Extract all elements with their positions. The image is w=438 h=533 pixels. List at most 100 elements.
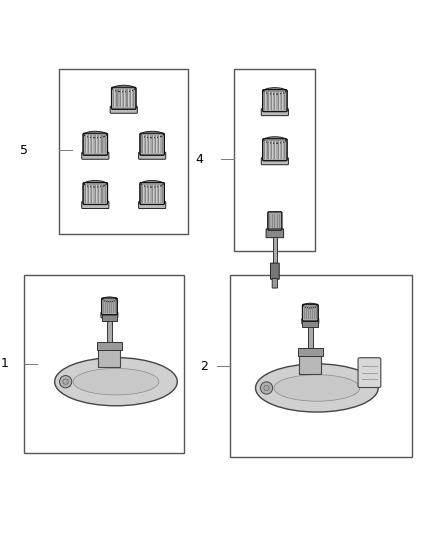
Bar xyxy=(86,185,87,203)
Bar xyxy=(92,185,93,203)
FancyBboxPatch shape xyxy=(302,318,319,324)
Bar xyxy=(24,275,184,453)
Bar xyxy=(107,320,112,342)
Bar xyxy=(95,185,96,203)
Bar xyxy=(314,306,315,319)
Bar xyxy=(271,141,272,159)
Bar xyxy=(105,185,106,203)
FancyBboxPatch shape xyxy=(83,133,108,155)
Text: 5: 5 xyxy=(20,144,28,157)
Bar xyxy=(230,275,412,457)
Bar xyxy=(111,300,112,313)
Bar xyxy=(141,135,143,154)
Bar xyxy=(153,185,154,203)
Bar xyxy=(99,349,120,367)
Bar xyxy=(95,135,96,154)
Bar xyxy=(284,141,286,159)
Ellipse shape xyxy=(141,131,163,138)
Bar xyxy=(145,185,146,203)
Bar xyxy=(130,90,131,107)
Ellipse shape xyxy=(102,297,116,302)
Bar xyxy=(282,92,283,110)
Bar xyxy=(152,185,153,203)
Bar xyxy=(99,135,100,154)
Bar xyxy=(149,185,150,203)
Bar xyxy=(102,185,103,203)
Text: 1: 1 xyxy=(0,357,8,370)
Bar xyxy=(162,185,163,203)
FancyBboxPatch shape xyxy=(302,304,318,321)
Bar xyxy=(102,314,117,321)
Bar xyxy=(107,300,108,313)
Bar xyxy=(272,92,273,110)
Ellipse shape xyxy=(255,364,378,412)
Bar xyxy=(302,320,318,327)
FancyBboxPatch shape xyxy=(263,90,287,111)
Bar xyxy=(155,185,156,203)
Bar xyxy=(158,185,159,203)
Bar xyxy=(97,342,122,350)
FancyBboxPatch shape xyxy=(271,263,279,279)
FancyBboxPatch shape xyxy=(111,87,136,109)
Ellipse shape xyxy=(84,131,106,138)
Circle shape xyxy=(63,379,68,384)
Ellipse shape xyxy=(113,85,135,92)
Bar xyxy=(156,185,157,203)
Bar xyxy=(265,141,266,159)
Bar xyxy=(91,185,92,203)
Bar xyxy=(103,300,104,313)
Bar xyxy=(105,135,106,154)
FancyBboxPatch shape xyxy=(101,312,118,318)
Bar xyxy=(265,92,266,110)
Bar xyxy=(143,185,144,203)
Ellipse shape xyxy=(55,358,177,406)
Bar xyxy=(264,141,265,159)
Bar xyxy=(279,214,280,228)
Bar xyxy=(131,90,132,107)
Bar xyxy=(278,141,279,159)
Bar xyxy=(284,92,286,110)
Bar xyxy=(153,135,154,154)
Bar xyxy=(115,300,116,313)
Bar xyxy=(96,185,97,203)
Bar xyxy=(59,69,188,233)
FancyBboxPatch shape xyxy=(82,201,109,208)
Bar xyxy=(162,135,163,154)
Bar xyxy=(306,306,307,319)
Bar xyxy=(85,135,86,154)
Bar xyxy=(88,185,89,203)
Bar xyxy=(316,306,317,319)
Bar xyxy=(277,214,278,228)
Bar xyxy=(133,90,134,107)
Ellipse shape xyxy=(73,368,159,395)
FancyBboxPatch shape xyxy=(263,139,287,161)
FancyBboxPatch shape xyxy=(138,201,166,208)
Bar xyxy=(274,92,276,110)
Bar xyxy=(145,135,146,154)
Bar xyxy=(98,135,99,154)
Ellipse shape xyxy=(84,181,106,187)
FancyBboxPatch shape xyxy=(261,158,289,165)
Bar xyxy=(152,135,153,154)
FancyBboxPatch shape xyxy=(272,278,278,288)
FancyBboxPatch shape xyxy=(140,182,164,205)
Bar xyxy=(307,326,313,348)
Circle shape xyxy=(60,376,72,388)
FancyBboxPatch shape xyxy=(261,109,289,116)
Bar xyxy=(98,185,99,203)
Bar xyxy=(109,300,110,313)
Ellipse shape xyxy=(274,375,360,401)
Bar xyxy=(91,135,92,154)
Bar xyxy=(117,90,118,107)
Bar xyxy=(148,135,149,154)
FancyBboxPatch shape xyxy=(138,152,166,159)
FancyBboxPatch shape xyxy=(266,229,284,238)
Bar xyxy=(272,214,273,228)
Bar xyxy=(120,90,121,107)
Bar xyxy=(113,300,114,313)
Bar xyxy=(92,135,93,154)
Bar xyxy=(159,185,160,203)
Bar xyxy=(96,135,97,154)
Bar xyxy=(89,185,90,203)
FancyBboxPatch shape xyxy=(83,182,108,205)
